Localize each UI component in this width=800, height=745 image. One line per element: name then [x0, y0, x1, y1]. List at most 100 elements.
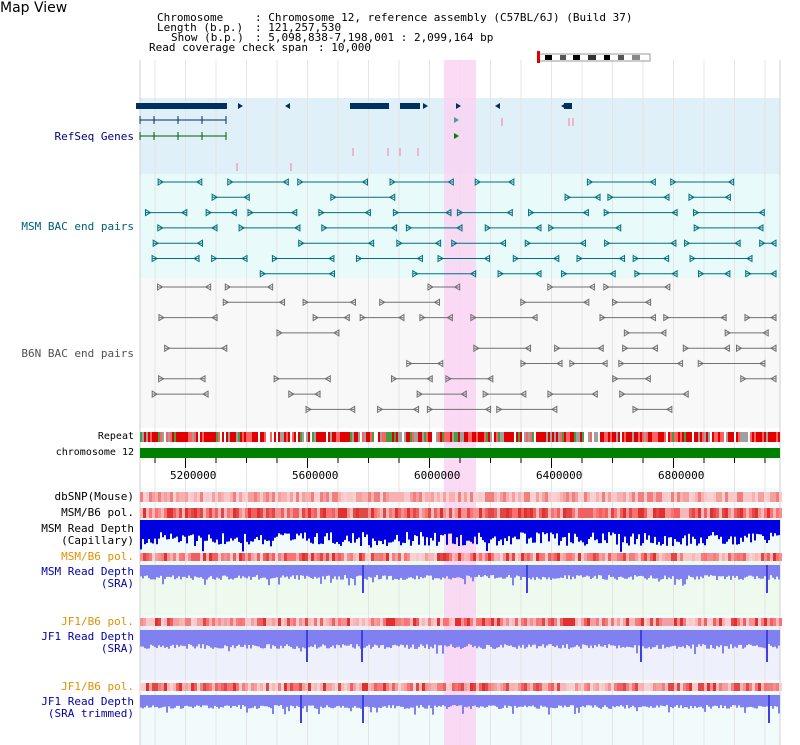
depth-sra-mark: [394, 565, 396, 579]
depth-cap-mark: [310, 520, 312, 543]
dbsnp-mark: [341, 492, 344, 502]
gene-arrow: [454, 117, 459, 123]
depth-sra-mark: [498, 565, 500, 578]
repeat-mark: [420, 432, 422, 442]
depth-sra-mark: [166, 630, 168, 647]
dbsnp-mark: [599, 492, 602, 502]
depth-cap-mark: [448, 520, 450, 534]
depth-trim-mark: [392, 695, 394, 706]
dbsnp-mark: [377, 492, 380, 502]
repeat-mark: [190, 432, 192, 442]
depth-sra-mark: [292, 565, 294, 576]
depth-cap-mark: [454, 520, 456, 545]
depth-trim-mark: [312, 695, 314, 706]
pol-mark: [611, 553, 614, 561]
depth-trim-mark: [636, 695, 638, 712]
depth-trim-mark: [214, 695, 216, 706]
depth-cap-mark: [660, 520, 662, 546]
pol-mark: [770, 553, 773, 561]
pol-mark: [218, 683, 221, 691]
pol-mark: [545, 553, 548, 561]
pol-mark: [530, 553, 533, 561]
depth-trim-mark: [494, 695, 496, 706]
depth-cap-mark: [654, 520, 656, 537]
msm-bac-pair-end: [697, 269, 705, 278]
depth-sra-mark: [494, 565, 496, 579]
b6n-bac-pair-end: [314, 390, 321, 398]
pol-mark: [464, 618, 467, 626]
depth-cap-mark: [680, 520, 682, 545]
repeat-mark: [422, 432, 424, 442]
repeat-mark: [378, 432, 380, 442]
pol-mark: [236, 553, 239, 561]
depth-trim-mark: [572, 695, 574, 706]
depth-cap-mark: [502, 520, 504, 546]
dbsnp-mark: [434, 492, 437, 502]
repeat-mark: [754, 432, 756, 442]
depth-cap-mark: [172, 520, 174, 539]
msm-bac-pair-end: [447, 178, 454, 186]
pol-mark: [362, 553, 365, 561]
pol-mark: [758, 618, 761, 626]
pol-mark: [677, 683, 680, 691]
depth-trim-mark: [326, 695, 328, 706]
depth-cap-mark: [262, 520, 264, 545]
depth-cap-mark: [460, 520, 462, 535]
pol-mark: [731, 618, 734, 626]
depth-sra-mark: [518, 565, 520, 577]
pol-mark: [230, 508, 233, 518]
depth-sra-mark: [410, 630, 412, 648]
depth-cap-mark: [622, 520, 624, 543]
pol-mark: [455, 553, 458, 561]
pol-mark: [584, 508, 587, 518]
depth-sra-mark: [198, 630, 200, 645]
depth-trim-mark: [308, 695, 310, 706]
dbsnp-mark: [473, 492, 476, 502]
depth-sra-mark: [688, 630, 690, 647]
depth-cap-mark: [450, 520, 452, 534]
pol-mark: [539, 683, 542, 691]
depth-sra-mark: [244, 565, 246, 578]
pol-mark: [491, 508, 494, 518]
depth-sra-mark: [272, 630, 274, 646]
pol-mark: [641, 553, 644, 561]
dbsnp-mark: [326, 492, 329, 502]
pol-mark: [230, 553, 233, 561]
depth-sra-mark: [538, 565, 540, 579]
axis-tick-label: 6800000: [658, 469, 705, 482]
depth-sra-mark: [736, 630, 738, 648]
dbsnp-mark: [530, 492, 533, 502]
pol-mark: [314, 508, 317, 518]
depth-sra-mark: [678, 565, 680, 580]
depth-trim-mark: [332, 695, 334, 709]
depth-sra-mark: [644, 565, 646, 579]
b6n-bac-pair-end: [520, 359, 527, 368]
depth-trim-mark: [664, 695, 666, 707]
pol-mark: [497, 683, 500, 691]
depth-sra-mark: [256, 565, 258, 576]
repeat-mark: [522, 432, 524, 442]
chromosome-label: Chromosome: [157, 11, 224, 24]
depth-cap-mark: [402, 520, 404, 543]
pol-mark: [284, 553, 287, 561]
depth-trim-mark: [406, 695, 408, 709]
msm-bac-pair-end: [671, 269, 678, 278]
msm-bac-pair-end: [670, 178, 677, 186]
repeat-mark: [342, 432, 344, 442]
pol-mark: [470, 508, 473, 518]
dbsnp-mark: [731, 492, 734, 502]
pol-mark: [305, 508, 308, 518]
repeat-mark: [140, 432, 142, 442]
depth-trim-mark: [414, 695, 416, 715]
repeat-mark: [168, 432, 170, 442]
b6n-bac-pair-end: [623, 329, 631, 337]
depth-sra-mark: [482, 630, 484, 649]
depth-cap-mark: [240, 520, 242, 544]
depth-cap-mark: [550, 520, 552, 533]
repeat-mark: [620, 432, 622, 442]
depth-trim-mark: [440, 695, 442, 707]
pol-mark: [479, 683, 482, 691]
depth-sra-mark: [718, 630, 720, 648]
pol-mark: [335, 683, 338, 691]
